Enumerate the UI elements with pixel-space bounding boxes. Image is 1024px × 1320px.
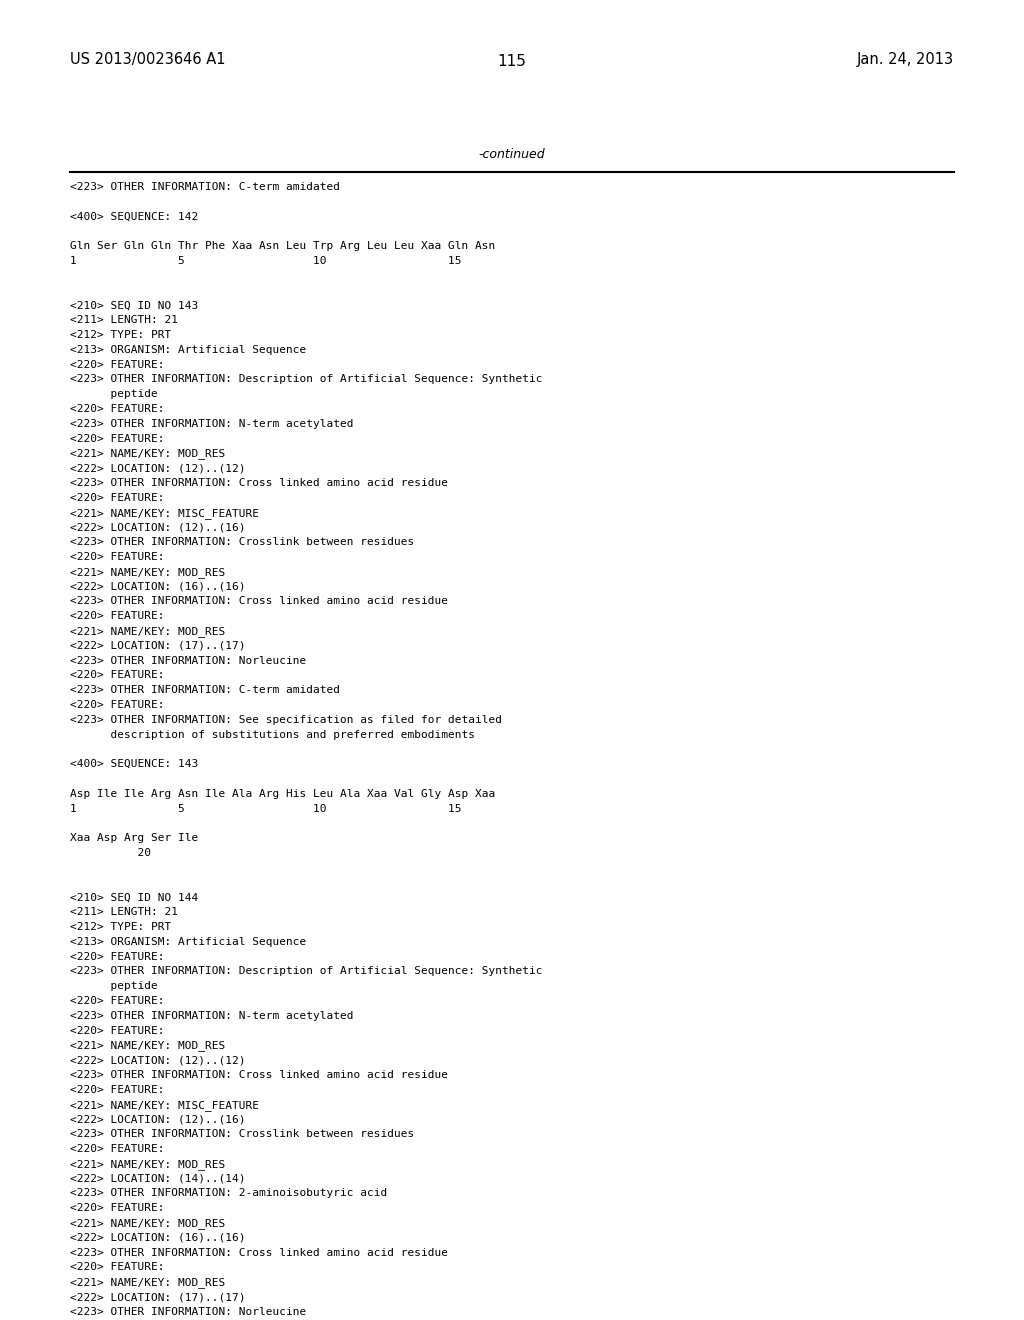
Text: <222> LOCATION: (12)..(16): <222> LOCATION: (12)..(16) [70, 1114, 246, 1125]
Text: <220> FEATURE:: <220> FEATURE: [70, 492, 165, 503]
Text: <223> OTHER INFORMATION: Crosslink between residues: <223> OTHER INFORMATION: Crosslink betwe… [70, 537, 415, 548]
Text: <222> LOCATION: (12)..(12): <222> LOCATION: (12)..(12) [70, 1055, 246, 1065]
Text: <223> OTHER INFORMATION: Norleucine: <223> OTHER INFORMATION: Norleucine [70, 1307, 306, 1317]
Text: <221> NAME/KEY: MOD_RES: <221> NAME/KEY: MOD_RES [70, 1040, 225, 1051]
Text: <220> FEATURE:: <220> FEATURE: [70, 552, 165, 562]
Text: <223> OTHER INFORMATION: 2-aminoisobutyric acid: <223> OTHER INFORMATION: 2-aminoisobutyr… [70, 1188, 387, 1199]
Text: <222> LOCATION: (14)..(14): <222> LOCATION: (14)..(14) [70, 1173, 246, 1184]
Text: <223> OTHER INFORMATION: Cross linked amino acid residue: <223> OTHER INFORMATION: Cross linked am… [70, 478, 449, 488]
Text: <213> ORGANISM: Artificial Sequence: <213> ORGANISM: Artificial Sequence [70, 937, 306, 946]
Text: <221> NAME/KEY: MOD_RES: <221> NAME/KEY: MOD_RES [70, 449, 225, 459]
Text: <223> OTHER INFORMATION: Cross linked amino acid residue: <223> OTHER INFORMATION: Cross linked am… [70, 1247, 449, 1258]
Text: US 2013/0023646 A1: US 2013/0023646 A1 [70, 51, 225, 67]
Text: <223> OTHER INFORMATION: N-term acetylated: <223> OTHER INFORMATION: N-term acetylat… [70, 418, 353, 429]
Text: <222> LOCATION: (12)..(16): <222> LOCATION: (12)..(16) [70, 523, 246, 532]
Text: <223> OTHER INFORMATION: Description of Artificial Sequence: Synthetic: <223> OTHER INFORMATION: Description of … [70, 966, 543, 977]
Text: <223> OTHER INFORMATION: Norleucine: <223> OTHER INFORMATION: Norleucine [70, 656, 306, 665]
Text: <220> FEATURE:: <220> FEATURE: [70, 611, 165, 622]
Text: 1               5                   10                  15: 1 5 10 15 [70, 256, 462, 267]
Text: <220> FEATURE:: <220> FEATURE: [70, 1144, 165, 1154]
Text: Xaa Asp Arg Ser Ile: Xaa Asp Arg Ser Ile [70, 833, 199, 843]
Text: <221> NAME/KEY: MOD_RES: <221> NAME/KEY: MOD_RES [70, 626, 225, 638]
Text: <223> OTHER INFORMATION: C-term amidated: <223> OTHER INFORMATION: C-term amidated [70, 182, 340, 191]
Text: <223> OTHER INFORMATION: Cross linked amino acid residue: <223> OTHER INFORMATION: Cross linked am… [70, 597, 449, 606]
Text: <220> FEATURE:: <220> FEATURE: [70, 359, 165, 370]
Text: <222> LOCATION: (12)..(12): <222> LOCATION: (12)..(12) [70, 463, 246, 473]
Text: <220> FEATURE:: <220> FEATURE: [70, 997, 165, 1006]
Text: <221> NAME/KEY: MOD_RES: <221> NAME/KEY: MOD_RES [70, 566, 225, 578]
Text: Asp Ile Ile Arg Asn Ile Ala Arg His Leu Ala Xaa Val Gly Asp Xaa: Asp Ile Ile Arg Asn Ile Ala Arg His Leu … [70, 789, 496, 799]
Text: <221> NAME/KEY: MOD_RES: <221> NAME/KEY: MOD_RES [70, 1218, 225, 1229]
Text: <220> FEATURE:: <220> FEATURE: [70, 1262, 165, 1272]
Text: <221> NAME/KEY: MISC_FEATURE: <221> NAME/KEY: MISC_FEATURE [70, 1100, 259, 1110]
Text: 1               5                   10                  15: 1 5 10 15 [70, 804, 462, 813]
Text: Jan. 24, 2013: Jan. 24, 2013 [857, 51, 954, 67]
Text: <222> LOCATION: (17)..(17): <222> LOCATION: (17)..(17) [70, 640, 246, 651]
Text: <221> NAME/KEY: MOD_RES: <221> NAME/KEY: MOD_RES [70, 1159, 225, 1170]
Text: <221> NAME/KEY: MOD_RES: <221> NAME/KEY: MOD_RES [70, 1278, 225, 1288]
Text: <223> OTHER INFORMATION: Description of Artificial Sequence: Synthetic: <223> OTHER INFORMATION: Description of … [70, 375, 543, 384]
Text: <222> LOCATION: (16)..(16): <222> LOCATION: (16)..(16) [70, 582, 246, 591]
Text: <220> FEATURE:: <220> FEATURE: [70, 1085, 165, 1094]
Text: <400> SEQUENCE: 143: <400> SEQUENCE: 143 [70, 759, 199, 770]
Text: description of substitutions and preferred embodiments: description of substitutions and preferr… [70, 730, 475, 739]
Text: <220> FEATURE:: <220> FEATURE: [70, 433, 165, 444]
Text: <222> LOCATION: (17)..(17): <222> LOCATION: (17)..(17) [70, 1292, 246, 1302]
Text: <220> FEATURE:: <220> FEATURE: [70, 1204, 165, 1213]
Text: -continued: -continued [478, 148, 546, 161]
Text: peptide: peptide [70, 981, 158, 991]
Text: 20: 20 [70, 847, 151, 858]
Text: <221> NAME/KEY: MISC_FEATURE: <221> NAME/KEY: MISC_FEATURE [70, 508, 259, 519]
Text: Gln Ser Gln Gln Thr Phe Xaa Asn Leu Trp Arg Leu Leu Xaa Gln Asn: Gln Ser Gln Gln Thr Phe Xaa Asn Leu Trp … [70, 242, 496, 251]
Text: 115: 115 [498, 54, 526, 69]
Text: <210> SEQ ID NO 144: <210> SEQ ID NO 144 [70, 892, 199, 903]
Text: <212> TYPE: PRT: <212> TYPE: PRT [70, 330, 171, 341]
Text: peptide: peptide [70, 389, 158, 399]
Text: <213> ORGANISM: Artificial Sequence: <213> ORGANISM: Artificial Sequence [70, 345, 306, 355]
Text: <223> OTHER INFORMATION: C-term amidated: <223> OTHER INFORMATION: C-term amidated [70, 685, 340, 696]
Text: <400> SEQUENCE: 142: <400> SEQUENCE: 142 [70, 211, 199, 222]
Text: <211> LENGTH: 21: <211> LENGTH: 21 [70, 315, 178, 325]
Text: <220> FEATURE:: <220> FEATURE: [70, 700, 165, 710]
Text: <223> OTHER INFORMATION: N-term acetylated: <223> OTHER INFORMATION: N-term acetylat… [70, 1011, 353, 1020]
Text: <220> FEATURE:: <220> FEATURE: [70, 1026, 165, 1036]
Text: <220> FEATURE:: <220> FEATURE: [70, 952, 165, 961]
Text: <210> SEQ ID NO 143: <210> SEQ ID NO 143 [70, 301, 199, 310]
Text: <222> LOCATION: (16)..(16): <222> LOCATION: (16)..(16) [70, 1233, 246, 1243]
Text: <223> OTHER INFORMATION: See specification as filed for detailed: <223> OTHER INFORMATION: See specificati… [70, 715, 502, 725]
Text: <223> OTHER INFORMATION: Crosslink between residues: <223> OTHER INFORMATION: Crosslink betwe… [70, 1129, 415, 1139]
Text: <220> FEATURE:: <220> FEATURE: [70, 404, 165, 414]
Text: <223> OTHER INFORMATION: Cross linked amino acid residue: <223> OTHER INFORMATION: Cross linked am… [70, 1071, 449, 1080]
Text: <220> FEATURE:: <220> FEATURE: [70, 671, 165, 680]
Text: <211> LENGTH: 21: <211> LENGTH: 21 [70, 907, 178, 917]
Text: <212> TYPE: PRT: <212> TYPE: PRT [70, 921, 171, 932]
